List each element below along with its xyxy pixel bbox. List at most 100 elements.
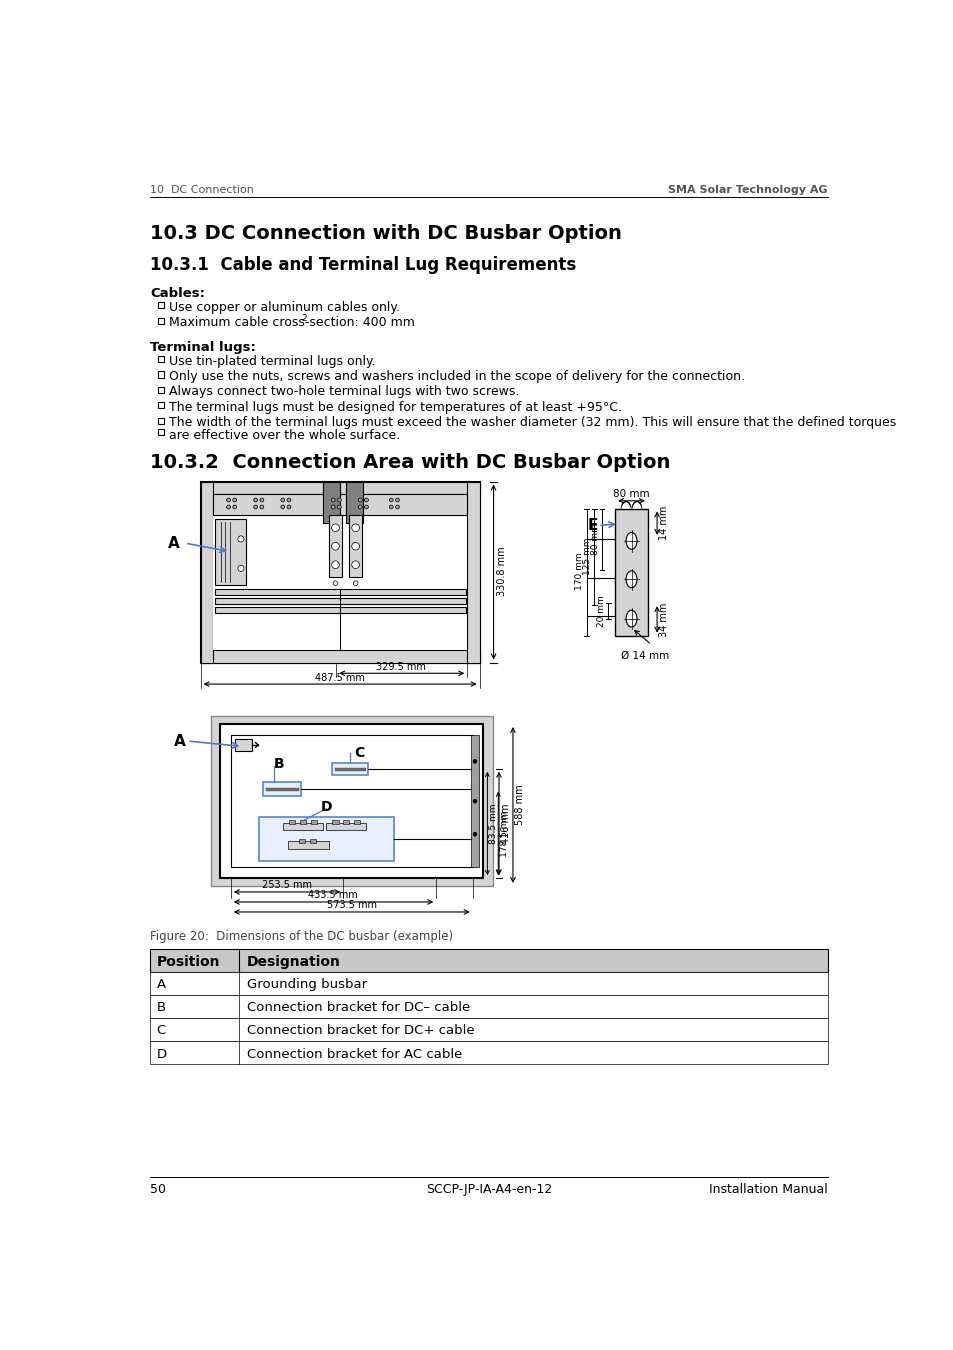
Text: Always connect two-hole terminal lugs with two screws.: Always connect two-hole terminal lugs wi… xyxy=(169,385,518,398)
Text: Figure 20:  Dimensions of the DC busbar (example): Figure 20: Dimensions of the DC busbar (… xyxy=(150,930,453,944)
Text: 573.5 mm: 573.5 mm xyxy=(327,900,376,910)
Text: Designation: Designation xyxy=(247,954,340,969)
Circle shape xyxy=(227,505,231,509)
Bar xyxy=(323,482,340,524)
Bar xyxy=(220,724,483,878)
Circle shape xyxy=(364,505,368,509)
Text: A: A xyxy=(173,733,185,748)
Circle shape xyxy=(332,543,339,549)
Circle shape xyxy=(259,505,264,509)
Text: 10  DC Connection: 10 DC Connection xyxy=(150,185,253,194)
Text: 125 mm: 125 mm xyxy=(582,537,592,575)
Bar xyxy=(289,821,294,825)
Bar xyxy=(214,589,465,595)
Circle shape xyxy=(331,498,335,502)
Text: 2: 2 xyxy=(301,315,307,324)
Text: 253.5 mm: 253.5 mm xyxy=(261,880,312,891)
Circle shape xyxy=(353,580,357,586)
Text: Connection bracket for AC cable: Connection bracket for AC cable xyxy=(247,1048,462,1061)
Text: 80 mm: 80 mm xyxy=(590,524,599,555)
Bar xyxy=(310,838,315,842)
Bar xyxy=(214,608,465,613)
Circle shape xyxy=(389,498,393,502)
Bar xyxy=(213,494,467,651)
Text: 10.3.2  Connection Area with DC Busbar Option: 10.3.2 Connection Area with DC Busbar Op… xyxy=(150,454,670,472)
Ellipse shape xyxy=(625,571,637,587)
Bar xyxy=(150,949,827,972)
Bar xyxy=(158,371,164,378)
Text: Connection bracket for DC+ cable: Connection bracket for DC+ cable xyxy=(247,1025,475,1037)
Circle shape xyxy=(332,560,339,568)
Circle shape xyxy=(358,505,362,509)
Circle shape xyxy=(332,524,339,532)
Circle shape xyxy=(237,566,244,571)
Bar xyxy=(354,821,360,825)
Text: 487.5 mm: 487.5 mm xyxy=(314,672,365,683)
Text: SCCP-JP-IA-A4-en-12: SCCP-JP-IA-A4-en-12 xyxy=(425,1183,552,1196)
Circle shape xyxy=(233,505,236,509)
Text: 330.8 mm: 330.8 mm xyxy=(497,547,506,597)
Text: 10.3 DC Connection with DC Busbar Option: 10.3 DC Connection with DC Busbar Option xyxy=(150,224,621,243)
Circle shape xyxy=(337,505,341,509)
Circle shape xyxy=(358,498,362,502)
Bar xyxy=(329,516,341,576)
Circle shape xyxy=(352,543,359,549)
Circle shape xyxy=(253,505,257,509)
Circle shape xyxy=(259,498,264,502)
Text: 178.5 mm: 178.5 mm xyxy=(499,810,508,856)
Circle shape xyxy=(337,498,341,502)
Circle shape xyxy=(395,505,399,509)
Bar xyxy=(150,972,827,995)
Text: A: A xyxy=(156,979,166,991)
Circle shape xyxy=(395,498,399,502)
Bar xyxy=(150,995,827,1018)
Circle shape xyxy=(233,498,236,502)
Bar xyxy=(158,429,164,435)
Text: Use tin-plated terminal lugs only.: Use tin-plated terminal lugs only. xyxy=(169,355,375,367)
Text: 329.5 mm: 329.5 mm xyxy=(376,662,426,672)
Text: 588 mm: 588 mm xyxy=(515,784,525,825)
Text: 14 mm: 14 mm xyxy=(659,506,669,540)
Bar xyxy=(311,821,316,825)
Bar xyxy=(262,782,301,795)
Circle shape xyxy=(287,505,291,509)
Circle shape xyxy=(333,580,337,586)
Bar xyxy=(298,838,305,842)
Text: A: A xyxy=(168,536,179,551)
Text: 433.5 mm: 433.5 mm xyxy=(308,891,357,900)
Text: The width of the terminal lugs must exceed the washer diameter (32 mm). This wil: The width of the terminal lugs must exce… xyxy=(169,416,895,429)
Circle shape xyxy=(280,498,284,502)
Circle shape xyxy=(253,498,257,502)
Bar xyxy=(214,598,465,603)
Circle shape xyxy=(227,498,231,502)
Text: SMA Solar Technology AG: SMA Solar Technology AG xyxy=(667,185,827,194)
Text: Position: Position xyxy=(156,954,220,969)
Text: are effective over the whole surface.: are effective over the whole surface. xyxy=(169,429,399,443)
Text: 416 mm: 416 mm xyxy=(500,803,511,844)
Text: C: C xyxy=(156,1025,166,1037)
Text: 83.5 mm: 83.5 mm xyxy=(488,803,497,844)
Bar xyxy=(211,717,493,886)
Circle shape xyxy=(287,498,291,502)
Text: Only use the nuts, screws and washers included in the scope of delivery for the : Only use the nuts, screws and washers in… xyxy=(169,370,744,383)
Bar xyxy=(150,1041,827,1064)
Bar xyxy=(150,1018,827,1041)
Bar xyxy=(214,520,245,585)
Text: C: C xyxy=(354,745,364,760)
Circle shape xyxy=(364,498,368,502)
Text: E: E xyxy=(587,518,598,533)
Ellipse shape xyxy=(625,610,637,628)
Bar xyxy=(234,738,252,751)
Bar xyxy=(349,516,361,576)
Text: 50: 50 xyxy=(150,1183,166,1196)
Bar xyxy=(615,509,647,636)
Bar xyxy=(343,821,349,825)
Text: 34 mm: 34 mm xyxy=(659,602,669,637)
Text: 20 mm: 20 mm xyxy=(597,595,605,626)
Circle shape xyxy=(473,799,476,803)
Circle shape xyxy=(352,560,359,568)
Circle shape xyxy=(237,536,244,541)
Bar xyxy=(200,482,479,663)
Circle shape xyxy=(473,833,476,836)
Bar xyxy=(288,841,328,849)
